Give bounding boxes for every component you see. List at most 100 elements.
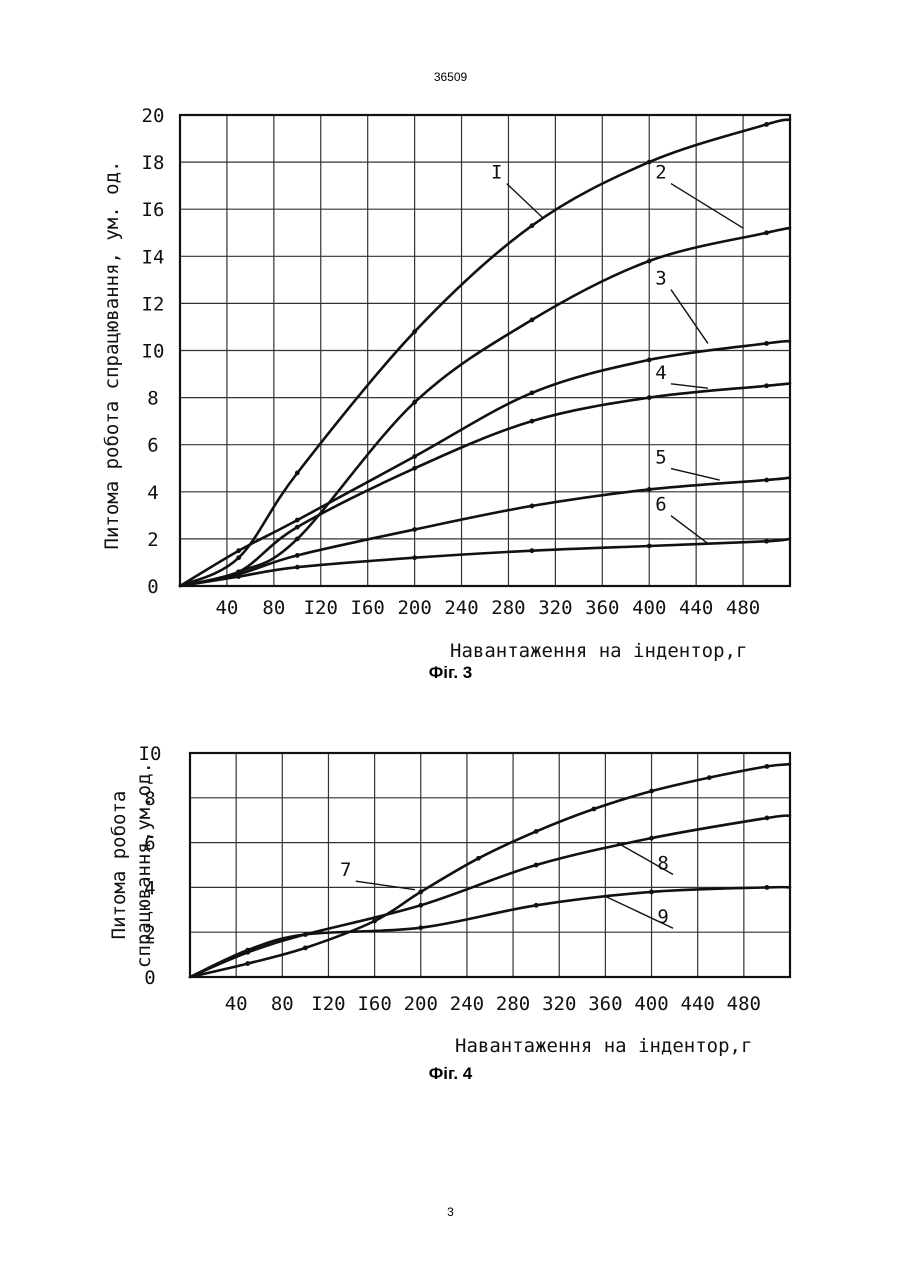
curve-leader-line xyxy=(671,184,743,228)
x-tick-label: 400 xyxy=(634,993,668,1015)
y-tick-label: 6 xyxy=(147,435,158,457)
data-point xyxy=(236,555,241,560)
y-axis-label: Питома робота спрацювання, ум. од. xyxy=(101,161,123,550)
y-tick-label: 8 xyxy=(147,388,158,410)
data-point xyxy=(647,358,652,363)
data-point xyxy=(295,537,300,542)
data-point xyxy=(295,471,300,476)
data-point xyxy=(707,775,712,780)
y-tick-label: 20 xyxy=(142,105,165,127)
x-tick-label: I60 xyxy=(351,597,385,619)
x-tick-label: 80 xyxy=(271,993,294,1015)
data-point xyxy=(295,553,300,558)
y-tick-label: 2 xyxy=(147,529,158,551)
curve-leader-line xyxy=(671,290,708,344)
x-tick-label: 40 xyxy=(225,993,248,1015)
data-point xyxy=(236,574,241,579)
data-point xyxy=(295,525,300,530)
curve-label: I xyxy=(491,162,502,184)
y-tick-label: I0 xyxy=(139,743,162,765)
x-tick-label: I60 xyxy=(357,993,391,1015)
y-tick-label: 0 xyxy=(147,576,158,598)
x-tick-label: 360 xyxy=(585,597,619,619)
data-point xyxy=(530,390,535,395)
x-tick-label: 360 xyxy=(588,993,622,1015)
data-point xyxy=(647,160,652,165)
figure-3-caption: Фіг. 3 xyxy=(0,663,901,683)
x-tick-label: 440 xyxy=(681,993,715,1015)
y-tick-label: I6 xyxy=(142,199,165,221)
x-tick-label: 320 xyxy=(538,597,572,619)
x-tick-label: 480 xyxy=(726,597,760,619)
x-tick-label: 440 xyxy=(679,597,713,619)
x-tick-label: 400 xyxy=(632,597,666,619)
data-point xyxy=(764,122,769,127)
x-tick-label: 80 xyxy=(262,597,285,619)
data-point xyxy=(530,317,535,322)
data-point xyxy=(647,259,652,264)
x-tick-label: 320 xyxy=(542,993,576,1015)
curve-label: 7 xyxy=(340,859,351,881)
data-point xyxy=(534,829,539,834)
data-point xyxy=(245,948,250,953)
data-point xyxy=(530,419,535,424)
x-tick-label: I20 xyxy=(304,597,338,619)
data-point xyxy=(591,807,596,812)
data-point xyxy=(649,836,654,841)
data-point xyxy=(412,466,417,471)
data-point xyxy=(412,329,417,334)
data-point xyxy=(647,544,652,549)
data-point xyxy=(764,230,769,235)
curve-label: 2 xyxy=(655,162,666,184)
data-point xyxy=(534,903,539,908)
data-point xyxy=(412,454,417,459)
x-tick-label: 240 xyxy=(450,993,484,1015)
data-point xyxy=(412,400,417,405)
curve-label: 8 xyxy=(657,852,668,874)
x-tick-label: 240 xyxy=(444,597,478,619)
data-point xyxy=(412,527,417,532)
data-point xyxy=(647,487,652,492)
data-point xyxy=(534,863,539,868)
data-point xyxy=(649,789,654,794)
data-point xyxy=(236,548,241,553)
curve-leader-line xyxy=(671,384,708,388)
data-point xyxy=(418,925,423,930)
page-footer-number: 3 xyxy=(0,1205,901,1219)
data-point xyxy=(418,889,423,894)
y-axis-label-line1: Питома робота xyxy=(108,791,130,940)
data-point xyxy=(412,555,417,560)
series-line xyxy=(180,341,790,586)
curve-label: 4 xyxy=(655,362,666,384)
x-tick-label: 40 xyxy=(215,597,238,619)
series-line xyxy=(190,764,790,977)
x-axis-label: Навантаження на індентор,г xyxy=(455,1035,752,1057)
x-tick-label: 480 xyxy=(727,993,761,1015)
x-tick-label: I20 xyxy=(311,993,345,1015)
data-point xyxy=(476,856,481,861)
data-point xyxy=(764,539,769,544)
data-point xyxy=(764,341,769,346)
curve-label: 9 xyxy=(657,906,668,928)
x-tick-label: 200 xyxy=(397,597,431,619)
y-tick-label: I2 xyxy=(142,293,165,315)
x-tick-label: 280 xyxy=(491,597,525,619)
data-point xyxy=(764,478,769,483)
curve-leader-line xyxy=(356,881,415,889)
curve-leader-line xyxy=(671,469,720,480)
y-tick-label: 0 xyxy=(144,967,155,989)
data-point xyxy=(765,885,770,890)
x-tick-label: 280 xyxy=(496,993,530,1015)
data-point xyxy=(530,548,535,553)
curve-leader-line xyxy=(507,184,544,219)
y-tick-label: I0 xyxy=(142,341,165,363)
figure-4-caption: Фіг. 4 xyxy=(0,1064,901,1084)
data-point xyxy=(303,945,308,950)
y-tick-label: I4 xyxy=(142,246,165,268)
data-point xyxy=(649,889,654,894)
data-point xyxy=(765,764,770,769)
data-point xyxy=(295,565,300,570)
x-axis-label: Навантаження на індентор,г xyxy=(450,640,747,662)
curve-label: 3 xyxy=(655,268,666,290)
x-tick-label: 200 xyxy=(404,993,438,1015)
